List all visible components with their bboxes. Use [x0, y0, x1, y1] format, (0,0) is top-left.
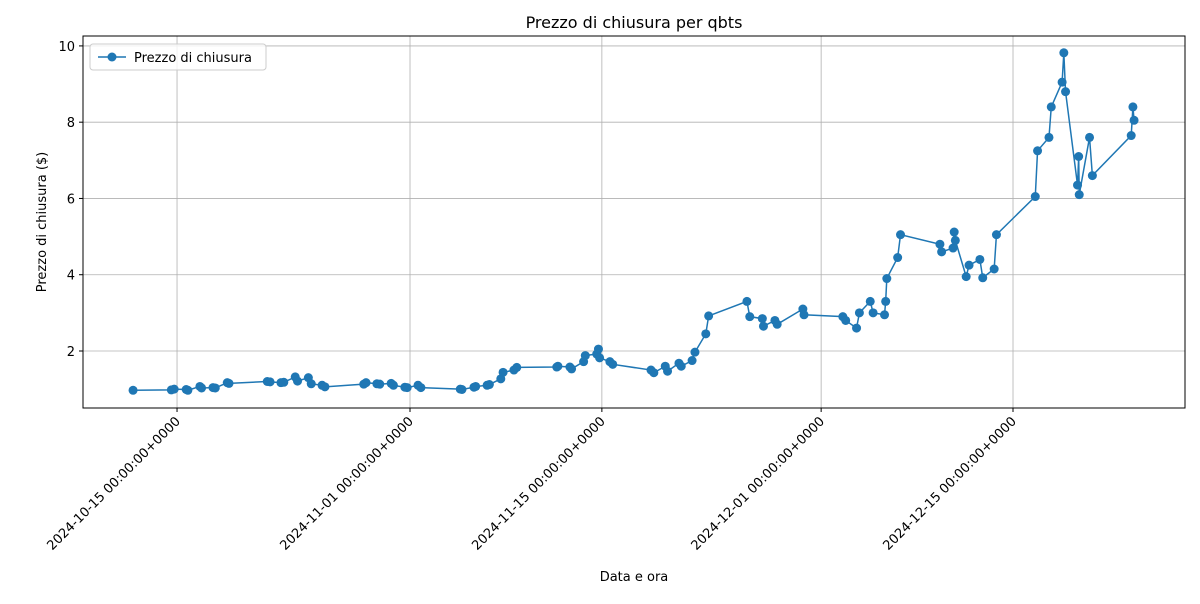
point: [690, 347, 700, 357]
point: [896, 230, 906, 240]
point: [757, 314, 767, 324]
point: [676, 361, 686, 371]
point: [687, 356, 697, 366]
point: [961, 272, 971, 282]
point: [949, 227, 959, 237]
point: [1085, 132, 1095, 142]
y-axis-label: Prezzo di chiusura ($): [35, 152, 50, 293]
point: [306, 379, 316, 389]
point: [580, 351, 590, 361]
point: [1046, 102, 1056, 112]
point: [320, 382, 330, 392]
legend-marker: [107, 52, 117, 62]
point: [512, 362, 522, 372]
point: [663, 366, 673, 376]
point: [841, 315, 851, 325]
point: [704, 311, 714, 321]
point: [991, 230, 1001, 240]
point: [772, 319, 782, 329]
point: [1044, 132, 1054, 142]
point: [948, 243, 958, 253]
point: [1059, 48, 1069, 58]
point: [595, 353, 605, 363]
point: [361, 378, 371, 388]
chart-title: Prezzo di chiusura per qbts: [526, 13, 743, 32]
point: [553, 361, 563, 371]
point: [567, 364, 577, 374]
point: [881, 296, 891, 306]
point: [854, 308, 864, 318]
point: [471, 381, 481, 391]
point: [484, 380, 494, 390]
point: [416, 383, 426, 393]
point: [868, 308, 878, 318]
point: [224, 378, 234, 388]
point: [937, 247, 947, 257]
point: [1126, 131, 1136, 141]
y-tick-label: 4: [67, 269, 75, 284]
point: [950, 235, 960, 245]
point: [1074, 152, 1084, 162]
point: [210, 383, 220, 393]
point: [169, 384, 179, 394]
point: [852, 323, 862, 333]
point: [593, 344, 603, 354]
y-tick-label: 8: [67, 116, 75, 131]
point: [265, 377, 275, 387]
point: [1129, 115, 1139, 125]
point: [498, 367, 508, 377]
plot-frame: [82, 35, 1186, 409]
point: [388, 380, 398, 390]
point: [649, 368, 659, 378]
point: [1073, 180, 1083, 190]
point: [1057, 77, 1067, 87]
y-tick-label: 6: [67, 192, 75, 207]
point: [865, 296, 875, 306]
point: [279, 377, 289, 387]
point: [1128, 102, 1138, 112]
point: [1033, 146, 1043, 156]
point: [608, 359, 618, 369]
point: [978, 273, 988, 283]
point: [402, 383, 412, 393]
point: [375, 379, 385, 389]
point: [1087, 171, 1097, 181]
point: [1074, 190, 1084, 200]
y-tick-label: 10: [58, 40, 75, 55]
point: [975, 254, 985, 264]
point: [742, 296, 752, 306]
point: [1061, 87, 1071, 97]
point: [745, 312, 755, 322]
legend-label: Prezzo di chiusura: [134, 51, 252, 66]
point: [964, 260, 974, 270]
point: [183, 385, 193, 395]
x-axis-label: Data e ora: [600, 570, 669, 585]
point: [758, 321, 768, 331]
point: [799, 310, 809, 320]
point: [882, 274, 892, 284]
point: [880, 310, 890, 320]
point: [197, 383, 207, 393]
point: [1030, 192, 1040, 202]
point: [293, 376, 303, 386]
point: [128, 385, 138, 395]
point: [989, 264, 999, 274]
point: [893, 253, 903, 263]
point: [701, 329, 711, 339]
point: [935, 239, 945, 249]
point: [457, 385, 467, 395]
legend-box: [89, 43, 267, 71]
y-tick-label: 2: [67, 345, 75, 360]
